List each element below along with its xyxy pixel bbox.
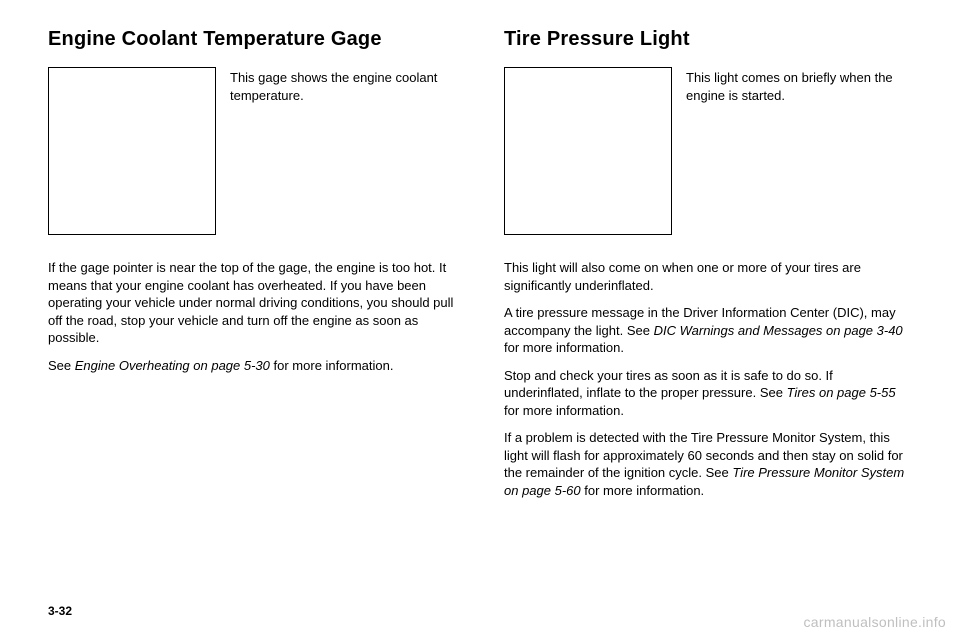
right-p4-post: for more information. [581,483,705,498]
right-p3-pre: Stop and check your tires as soon as it … [504,368,833,401]
right-image-row: This light comes on briefly when the eng… [504,67,912,235]
right-body: This light will also come on when one or… [504,259,912,500]
right-para-1: This light will also come on when one or… [504,259,912,294]
tire-pressure-light-image [504,67,672,235]
left-p2-post: for more information. [270,358,394,373]
left-caption: This gage shows the engine coolant tempe… [230,67,456,104]
left-body: If the gage pointer is near the top of t… [48,259,456,374]
watermark: carmanualsonline.info [804,614,947,630]
left-image-row: This gage shows the engine coolant tempe… [48,67,456,235]
right-p2-post: for more information. [504,340,624,355]
left-column: Engine Coolant Temperature Gage This gag… [48,28,456,510]
right-para-2: A tire pressure message in the Driver In… [504,304,912,357]
left-section-title: Engine Coolant Temperature Gage [48,28,456,51]
right-para-4: If a problem is detected with the Tire P… [504,429,912,499]
right-caption: This light comes on briefly when the eng… [686,67,912,104]
right-section-title: Tire Pressure Light [504,28,912,51]
right-p3-em: Tires on page 5-55 [787,385,896,400]
right-p2-em: DIC Warnings and Messages on page 3-40 [654,323,903,338]
page-container: Engine Coolant Temperature Gage This gag… [0,0,960,510]
page-number: 3-32 [48,604,72,618]
coolant-gage-image [48,67,216,235]
right-p3-post: for more information. [504,403,624,418]
left-para-1: If the gage pointer is near the top of t… [48,259,456,347]
right-para-3: Stop and check your tires as soon as it … [504,367,912,420]
right-column: Tire Pressure Light This light comes on … [504,28,912,510]
left-p2-em: Engine Overheating on page 5-30 [75,358,270,373]
left-para-2: See Engine Overheating on page 5-30 for … [48,357,456,375]
left-p2-pre: See [48,358,75,373]
